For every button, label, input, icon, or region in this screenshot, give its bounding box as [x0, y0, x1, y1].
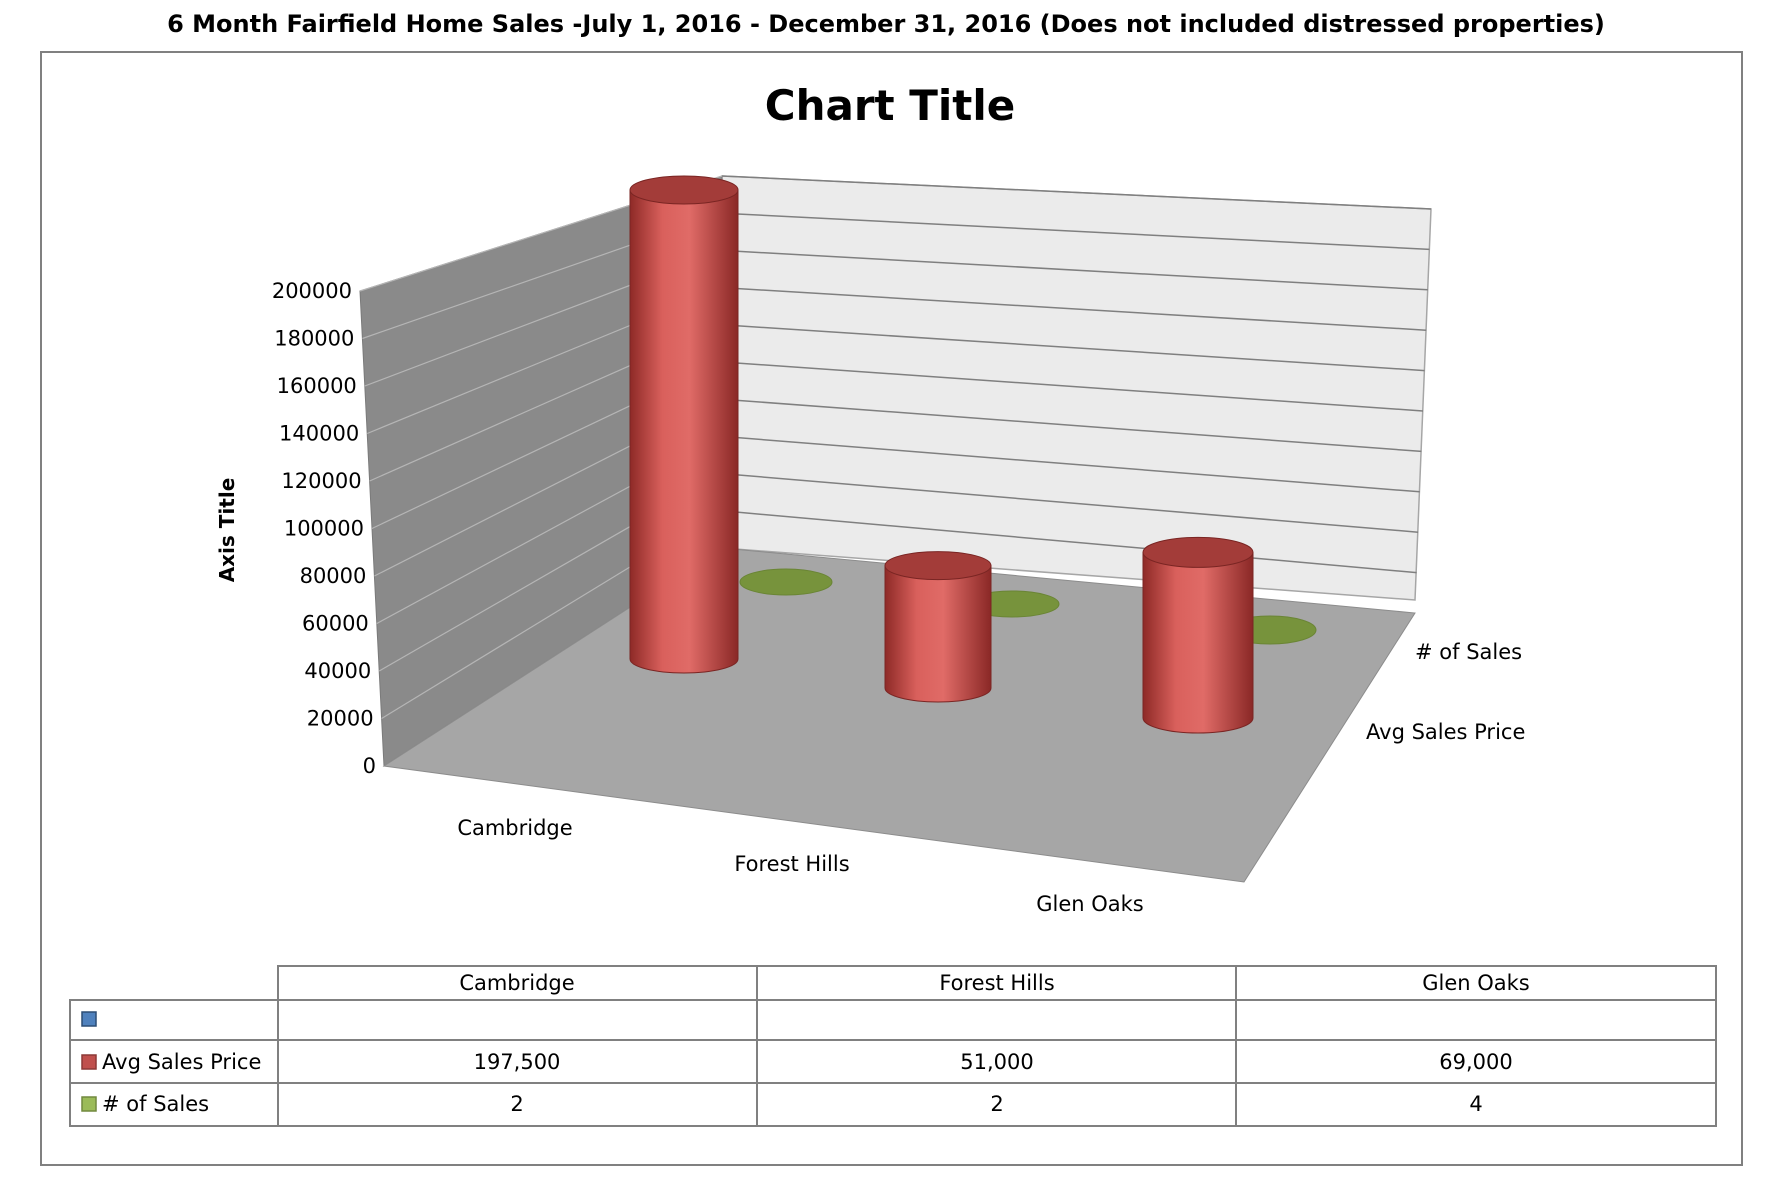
x-tick-forest-hills: Forest Hills [734, 852, 849, 876]
y-tick-label: 40000 [304, 659, 371, 683]
table-cell-sales-count-forest-hills: 2 [990, 1092, 1003, 1116]
cylinder-body [884, 565, 992, 703]
back-gridline [721, 361, 1424, 412]
cylinder-body [1142, 551, 1254, 734]
table-cell-sales-count-cambridge: 2 [510, 1092, 523, 1116]
y-tick-label: 200000 [272, 279, 352, 303]
table-cell-avg-price-cambridge: 197,500 [474, 1050, 561, 1074]
back-gridline [721, 435, 1420, 493]
back-gridline [721, 510, 1417, 574]
table-header-glen-oaks: Glen Oaks [1422, 971, 1530, 995]
table-header-forest-hills: Forest Hills [939, 971, 1054, 995]
back-wall-gridlines [721, 175, 1432, 574]
back-gridline [721, 212, 1430, 251]
avg-price-series [629, 175, 1254, 734]
data-table [69, 965, 1717, 1127]
y-axis-title: Axis Title [215, 478, 239, 583]
table-cell-avg-price-forest-hills: 51,000 [960, 1050, 1033, 1074]
depth-label-avg-price: Avg Sales Price [1366, 720, 1525, 744]
table-cell-avg-price-glen-oaks: 69,000 [1439, 1050, 1512, 1074]
cylinder-body [629, 189, 739, 674]
back-gridline [721, 472, 1419, 533]
back-gridline [721, 324, 1425, 372]
x-tick-glen-oaks: Glen Oaks [1036, 892, 1144, 916]
back-gridline [721, 398, 1422, 453]
back-gridline [721, 175, 1432, 210]
cylinder-top [1142, 536, 1254, 568]
depth-label-sales-count: # of Sales [1415, 640, 1522, 664]
legend-key-sales-count [81, 1096, 97, 1112]
y-axis-ticks: 0 20000 40000 60000 80000 100000 120000 140000 1… [272, 279, 376, 778]
chart-title: Chart Title [765, 81, 1015, 130]
page-title: 6 Month Fairfield Home Sales -July 1, 20… [167, 10, 1605, 38]
table-cell-sales-count-glen-oaks: 4 [1469, 1092, 1482, 1116]
back-gridline [721, 286, 1427, 331]
cylinder-cambridge [629, 175, 739, 674]
y-tick-label: 0 [363, 754, 376, 778]
y-tick-label: 120000 [281, 469, 361, 493]
table-header-cambridge: Cambridge [459, 971, 574, 995]
data-table-body [69, 999, 1717, 1127]
legend-key-avg-price [81, 1054, 97, 1070]
sales-disc-cambridge [739, 568, 833, 596]
table-row-label-sales-count: # of Sales [102, 1092, 209, 1116]
legend-key-blank-series [81, 1011, 97, 1027]
cylinder-glen-oaks [1142, 536, 1254, 734]
table-row-label-avg-price: Avg Sales Price [102, 1050, 261, 1074]
back-wall [721, 175, 1432, 601]
cylinder-forest-hills [884, 551, 992, 703]
cylinder-top [629, 175, 739, 205]
back-gridline [721, 249, 1428, 291]
y-tick-label: 100000 [284, 517, 364, 541]
cylinder-top [884, 551, 992, 581]
y-tick-label: 160000 [277, 374, 357, 398]
y-tick-label: 60000 [302, 612, 369, 636]
y-tick-label: 80000 [300, 564, 367, 588]
y-tick-label: 140000 [279, 422, 359, 446]
x-tick-cambridge: Cambridge [457, 816, 572, 840]
y-tick-label: 20000 [307, 707, 374, 731]
y-tick-label: 180000 [274, 327, 354, 351]
